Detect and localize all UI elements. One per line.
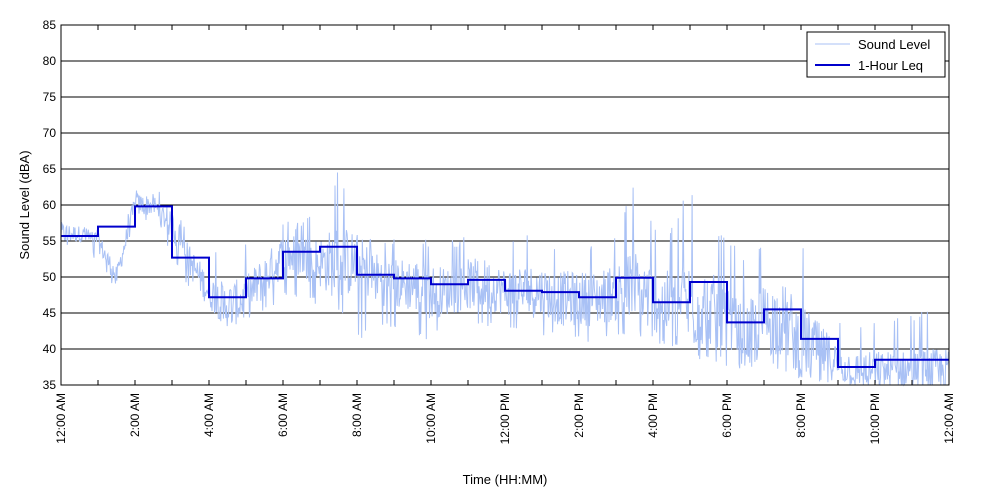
x-tick-label: 4:00 AM [202,393,216,437]
x-tick-label: 2:00 AM [128,393,142,437]
y-tick-label: 75 [43,90,57,104]
x-tick-label: 12:00 AM [942,393,956,444]
y-tick-label: 40 [43,342,57,356]
y-tick-label: 50 [43,270,57,284]
x-axis-title: Time (HH:MM) [463,472,548,487]
legend-label-leq: 1-Hour Leq [858,58,923,73]
y-tick-label: 60 [43,198,57,212]
y-tick-label: 45 [43,306,57,320]
leq-step-line [61,205,949,368]
x-tick-label: 6:00 AM [276,393,290,437]
y-tick-label: 35 [43,378,57,392]
x-tick-label: 2:00 PM [572,393,586,438]
x-tick-label: 4:00 PM [646,393,660,438]
sound-level-series [60,172,950,387]
leq-series [61,205,949,368]
y-tick-label: 65 [43,162,57,176]
y-tick-label: 55 [43,234,57,248]
legend-box [806,31,946,78]
y-tick-label: 70 [43,126,57,140]
y-axis-ticks: 35 40 45 50 55 60 65 70 75 80 85 [43,18,949,392]
legend-label-sound-level: Sound Level [858,37,930,52]
x-tick-label: 10:00 PM [868,393,882,444]
x-tick-label: 6:00 PM [720,393,734,438]
x-tick-label: 12:00 PM [498,393,512,444]
x-tick-label: 8:00 PM [794,393,808,438]
legend: Sound Level 1-Hour Leq [806,31,946,78]
y-axis-title: Sound Level (dBA) [17,150,32,259]
x-tick-label: 12:00 AM [54,393,68,444]
x-tick-label: 8:00 AM [350,393,364,437]
y-tick-label: 80 [43,54,57,68]
x-axis-ticks: 12:00 AM 2:00 AM 4:00 AM 6:00 AM 8:00 AM 10:0… [54,25,956,444]
sound-level-line [60,172,950,387]
x-tick-label: 10:00 AM [424,393,438,444]
y-tick-label: 85 [43,18,57,32]
